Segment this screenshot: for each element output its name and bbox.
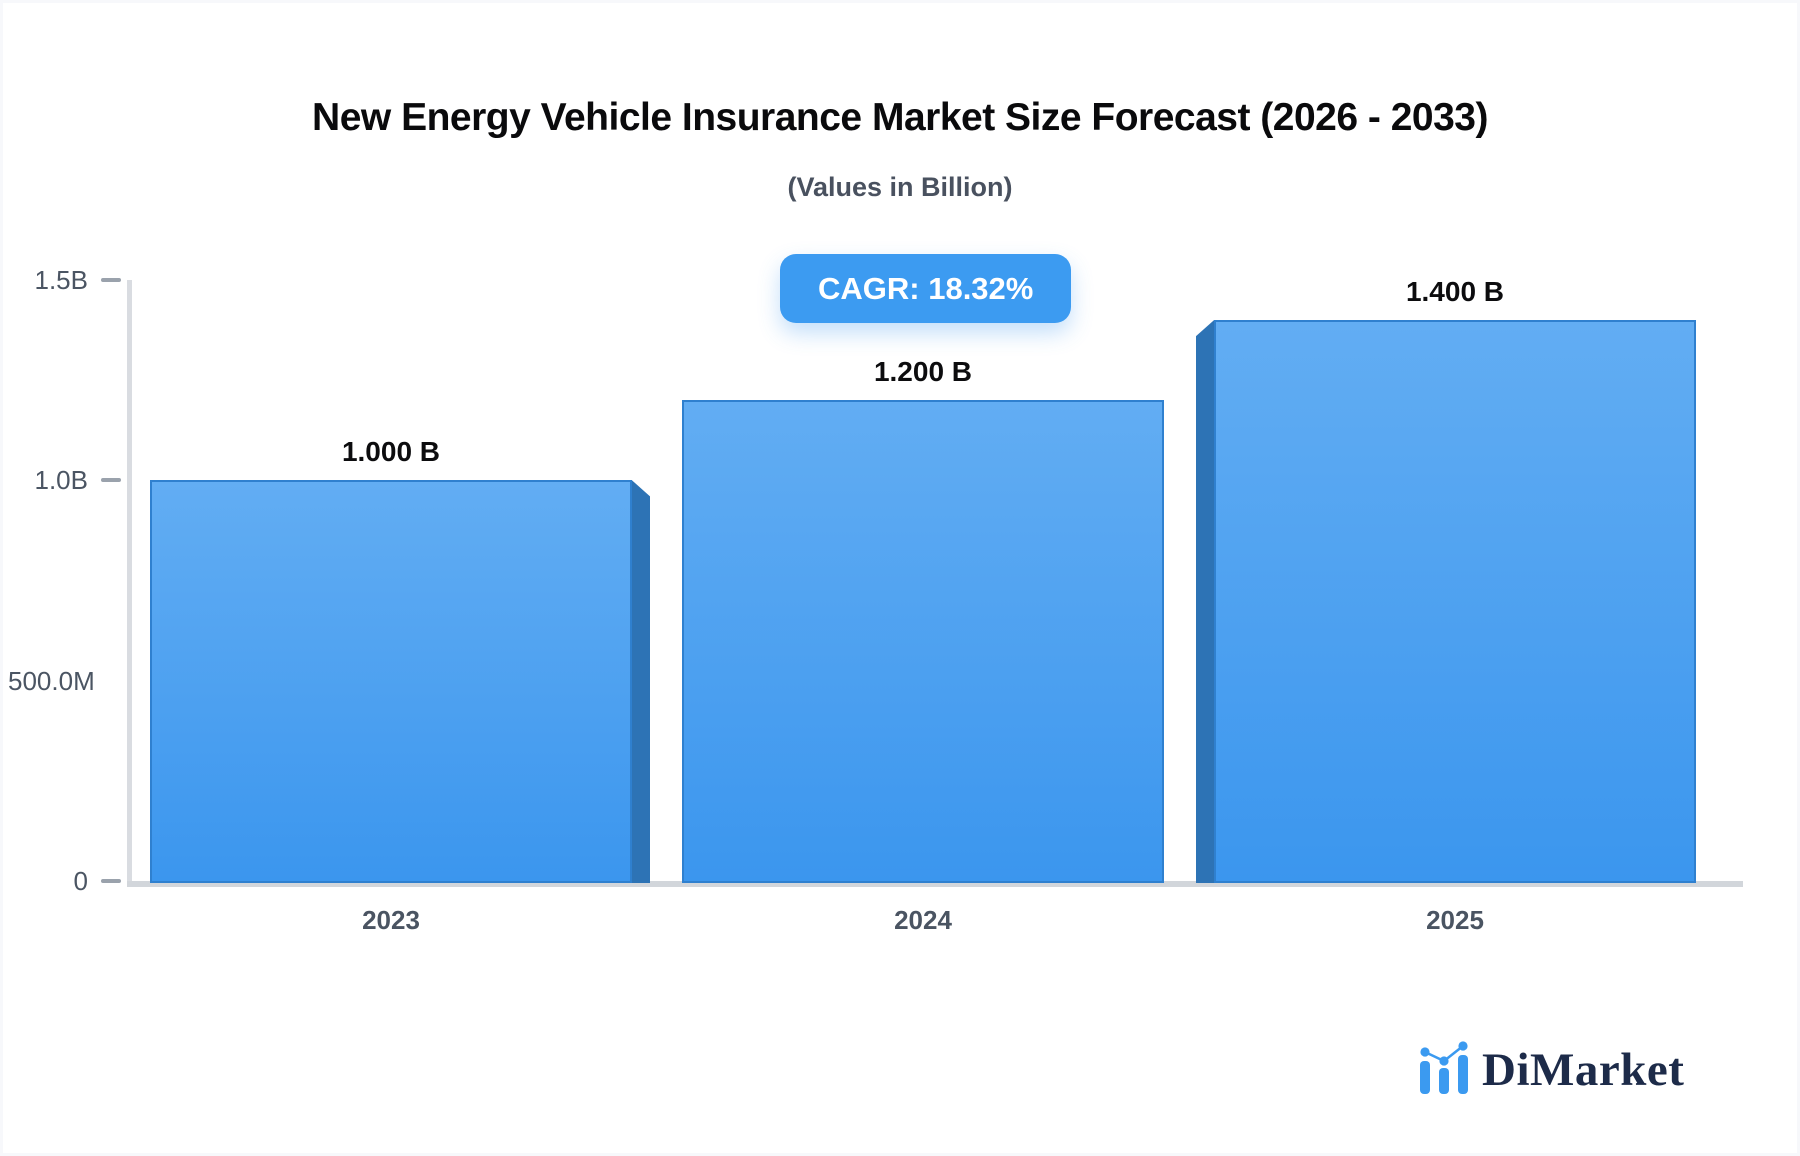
bar-2023: 1.000 B (150, 436, 650, 883)
x-axis-line (127, 881, 1743, 887)
y-tick-dash (101, 879, 121, 883)
y-tick-dash (101, 478, 121, 483)
bar-3d-bevel (1196, 320, 1214, 883)
y-axis-line (127, 280, 132, 886)
x-tick-2025: 2025 (1426, 905, 1484, 935)
bar-face (150, 480, 632, 883)
y-tick-label: 0 (73, 866, 88, 896)
chart-subtitle: (Values in Billion) (787, 172, 1013, 202)
bar-2024: 1.200 B (682, 356, 1164, 883)
bar-value-label: 1.000 B (341, 436, 441, 468)
bar-3d-bevel (632, 480, 650, 883)
bar-value-label: 1.400 B (1405, 276, 1505, 308)
brand-logo: DiMarket (1418, 1036, 1684, 1094)
bar-value-label: 1.200 B (873, 356, 973, 388)
y-tick-label: 500.0M (8, 665, 95, 696)
cagr-badge: CAGR: 18.32% (780, 254, 1072, 323)
dimarket-logo-icon (1418, 1036, 1470, 1094)
bar-2025: 1.400 B (1196, 276, 1696, 883)
y-tick-label: 1.5B (34, 265, 89, 295)
x-tick-2024: 2024 (894, 905, 952, 935)
chart-title: New Energy Vehicle Insurance Market Size… (312, 96, 1488, 139)
y-tick-label: 1.0B (34, 465, 89, 496)
bar-face (1214, 320, 1696, 883)
y-tick-dash (101, 278, 121, 282)
x-tick-2023: 2023 (362, 905, 420, 935)
bar-face (682, 400, 1164, 883)
brand-name: DiMarket (1482, 1044, 1685, 1096)
